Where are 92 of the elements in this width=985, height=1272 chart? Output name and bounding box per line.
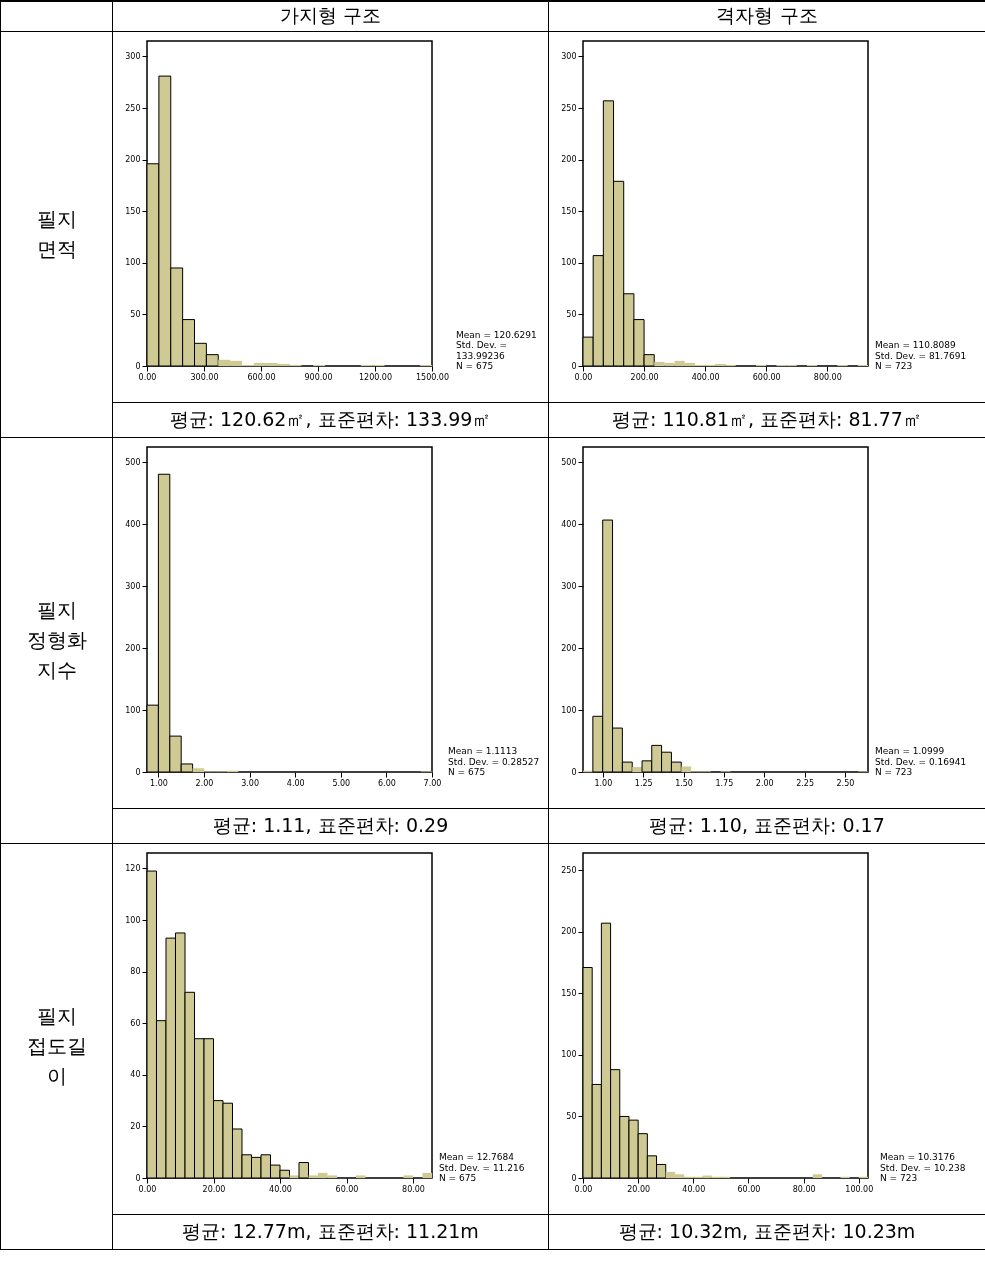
text: Mean = 10.3176 Std. Dev. = 10.238 N = 723 xyxy=(880,1152,966,1184)
y-tick-label: 300 xyxy=(125,51,141,61)
x-tick-label: 7.00 xyxy=(423,778,442,787)
x-tick-label: 400.00 xyxy=(691,372,720,381)
y-tick-label: 150 xyxy=(561,206,577,216)
x-tick-label: 60.00 xyxy=(737,1184,761,1193)
text: 평균: 12.77m, 표준편차: 11.21m xyxy=(112,1214,549,1249)
x-tick-label: 2.25 xyxy=(796,778,814,787)
text: 필지 접도길 이 xyxy=(0,843,113,1249)
x-tick-label: 20.00 xyxy=(202,1184,226,1193)
y-tick-label: 100 xyxy=(125,915,141,925)
x-tick-label: 2.50 xyxy=(836,778,855,787)
x-tick-label: 1500.00 xyxy=(415,372,450,381)
text: 평균: 1.10, 표준편차: 0.17 xyxy=(548,808,985,843)
y-tick-label: 400 xyxy=(125,519,141,529)
y-tick-label: 60 xyxy=(130,1018,141,1028)
y-tick-label: 50 xyxy=(130,309,141,319)
x-tick-label: 1200.00 xyxy=(358,372,393,381)
x-tick-label: 2.00 xyxy=(195,778,214,787)
y-tick-label: 300 xyxy=(561,581,577,591)
text: Mean = 120.6291 Std. Dev. = 133.99236 N = 675 xyxy=(456,330,537,372)
y-tick-label: 150 xyxy=(125,206,141,216)
text: 평균: 10.32m, 표준편차: 10.23m xyxy=(548,1214,985,1249)
y-tick-label: 250 xyxy=(561,865,577,875)
x-tick-label: 0.00 xyxy=(138,372,157,381)
y-tick-label: 150 xyxy=(561,988,577,998)
y-tick-label: 0 xyxy=(571,767,577,776)
x-tick-label: 2.00 xyxy=(755,778,774,787)
text: 평균: 110.81㎡, 표준편차: 81.77㎡ xyxy=(548,402,985,437)
x-tick-label: 4.00 xyxy=(286,778,305,787)
x-tick-label: 5.00 xyxy=(332,778,351,787)
text: Mean = 110.8089 Std. Dev. = 81.7691 N = 723 xyxy=(875,340,967,372)
text: 평균: 120.62㎡, 표준편차: 133.99㎡ xyxy=(112,402,549,437)
x-tick-label: 20.00 xyxy=(627,1184,651,1193)
y-tick-label: 0 xyxy=(135,361,141,370)
x-tick-label: 40.00 xyxy=(269,1184,292,1193)
x-tick-label: 900.00 xyxy=(304,372,333,381)
x-tick-label: 600.00 xyxy=(247,372,276,381)
x-tick-label: 0.00 xyxy=(574,372,593,381)
x-tick-label: 1.75 xyxy=(715,778,734,787)
y-tick-label: 250 xyxy=(561,103,577,113)
x-tick-label: 80.00 xyxy=(402,1184,425,1193)
y-tick-label: 100 xyxy=(561,705,577,715)
x-tick-label: 0.00 xyxy=(138,1184,157,1193)
y-tick-label: 250 xyxy=(125,103,141,113)
x-tick-label: 200.00 xyxy=(630,372,659,381)
x-tick-label: 6.00 xyxy=(377,778,396,787)
y-tick-label: 120 xyxy=(125,863,141,873)
y-tick-label: 50 xyxy=(566,309,577,319)
y-tick-label: 400 xyxy=(561,519,577,529)
x-tick-label: 60.00 xyxy=(335,1184,359,1193)
y-tick-label: 50 xyxy=(566,1111,577,1121)
text: Mean = 1.0999 Std. Dev. = 0.16941 N = 723 xyxy=(875,746,967,778)
text: Mean = 1.1113 Std. Dev. = 0.28527 N = 675 xyxy=(448,746,540,778)
y-tick-label: 0 xyxy=(571,361,577,370)
x-tick-label: 40.00 xyxy=(682,1184,706,1193)
y-tick-label: 100 xyxy=(561,257,577,267)
y-tick-label: 200 xyxy=(561,643,577,653)
y-tick-label: 40 xyxy=(130,1069,141,1079)
y-tick-label: 200 xyxy=(125,154,141,164)
text: Mean = 12.7684 Std. Dev. = 11.216 N = 675 xyxy=(439,1152,525,1184)
y-tick-label: 300 xyxy=(125,581,141,591)
y-tick-label: 500 xyxy=(125,457,141,467)
x-tick-label: 0.00 xyxy=(574,1184,593,1193)
y-tick-label: 100 xyxy=(125,257,141,267)
x-tick-label: 300.00 xyxy=(190,372,219,381)
x-tick-label: 1.50 xyxy=(675,778,693,787)
y-tick-label: 500 xyxy=(561,457,577,467)
x-tick-label: 1.00 xyxy=(149,778,168,787)
text: 필지 면적 xyxy=(0,31,113,437)
chart-title: 격자형 구조 xyxy=(548,1,985,31)
y-tick-label: 80 xyxy=(130,966,141,976)
x-tick-label: 600.00 xyxy=(752,372,781,381)
y-tick-label: 20 xyxy=(130,1121,141,1131)
text: 필지 정형화 지수 xyxy=(0,437,113,843)
x-tick-label: 80.00 xyxy=(792,1184,816,1193)
chart-title: 가지형 구조 xyxy=(112,1,549,31)
y-tick-label: 0 xyxy=(135,1173,141,1182)
y-tick-label: 300 xyxy=(561,51,577,61)
x-tick-label: 1.00 xyxy=(594,778,613,787)
text: 평균: 1.11, 표준편차: 0.29 xyxy=(112,808,549,843)
y-tick-label: 100 xyxy=(125,705,141,715)
y-tick-label: 200 xyxy=(125,643,141,653)
y-tick-label: 0 xyxy=(571,1173,577,1182)
x-tick-label: 800.00 xyxy=(813,372,842,381)
y-tick-label: 200 xyxy=(561,154,577,164)
y-tick-label: 0 xyxy=(135,767,141,776)
y-tick-label: 100 xyxy=(561,1049,577,1059)
y-tick-label: 200 xyxy=(561,926,577,936)
x-tick-label: 3.00 xyxy=(241,778,260,787)
x-tick-label: 100.00 xyxy=(845,1184,874,1193)
x-tick-label: 1.25 xyxy=(634,778,653,787)
